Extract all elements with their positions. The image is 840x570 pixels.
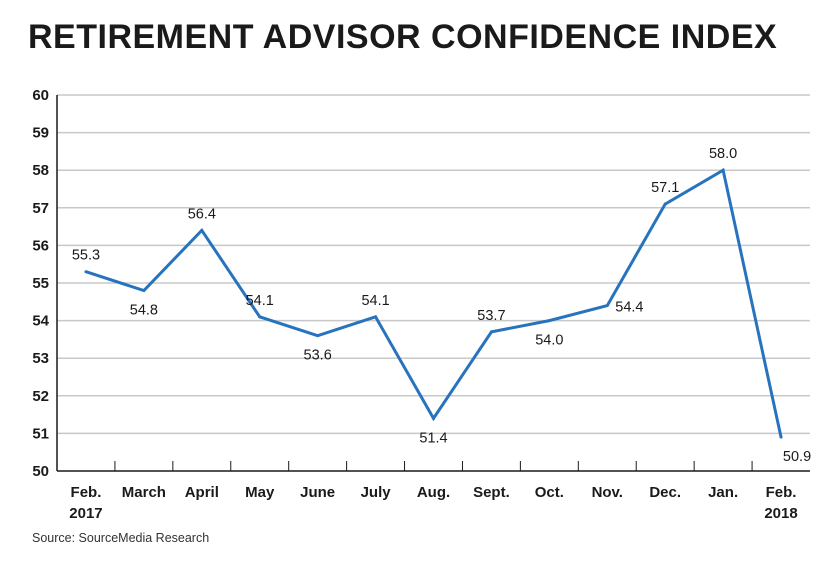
data-label: 53.7	[477, 308, 505, 324]
x-tick-label: July	[361, 484, 392, 501]
x-tick-label: June	[300, 484, 335, 501]
x-tick-label: April	[185, 484, 219, 501]
y-tick-label-53: 53	[32, 350, 49, 367]
data-label: 51.4	[419, 430, 447, 446]
data-label: 53.6	[304, 348, 332, 364]
data-label: 57.1	[651, 180, 679, 196]
x-tick-label: Sept.	[473, 484, 510, 501]
x-tick-label: Aug.	[417, 484, 450, 501]
x-tick-label: Feb.	[766, 484, 797, 501]
data-label: 50.9	[783, 449, 811, 465]
y-tick-label-55: 55	[32, 275, 49, 292]
data-point	[779, 435, 783, 439]
data-label: 54.8	[130, 303, 158, 319]
y-tick-label-56: 56	[32, 237, 49, 254]
data-point	[663, 202, 667, 206]
y-tick-label-54: 54	[32, 313, 49, 330]
y-tick-label-50: 50	[32, 463, 49, 480]
data-point	[605, 304, 609, 308]
y-tick-label-60: 60	[32, 87, 49, 104]
data-label: 54.1	[361, 293, 389, 309]
source-note: Source: SourceMedia Research	[32, 531, 210, 545]
data-point	[316, 334, 320, 338]
data-point	[432, 416, 435, 420]
data-label: 56.4	[188, 206, 216, 222]
y-tick-label-58: 58	[32, 162, 49, 179]
x-tick-label-year: 2018	[764, 505, 797, 522]
y-tick-label-57: 57	[32, 200, 49, 217]
data-label: 54.1	[246, 293, 274, 309]
y-tick-label-59: 59	[32, 125, 49, 142]
data-point	[547, 319, 551, 323]
x-tick-label-year: 2017	[69, 505, 102, 522]
data-point	[142, 289, 146, 293]
y-tick-label-51: 51	[32, 425, 49, 442]
data-label: 58.0	[709, 146, 737, 162]
data-label: 54.0	[535, 333, 563, 349]
x-tick-label: March	[122, 484, 166, 501]
y-tick-label-52: 52	[32, 388, 49, 405]
data-label: 55.3	[72, 248, 100, 264]
x-tick-label: Jan.	[708, 484, 738, 501]
x-tick-label: Dec.	[649, 484, 681, 501]
x-tick-label: May	[245, 484, 275, 501]
data-point	[721, 168, 725, 172]
x-tick-label: Oct.	[535, 484, 564, 501]
data-point	[258, 315, 262, 319]
x-tick-label: Feb.	[71, 484, 102, 501]
chart-title: RETIREMENT ADVISOR CONFIDENCE INDEX	[28, 18, 778, 56]
data-point	[84, 270, 88, 274]
data-point	[489, 330, 493, 334]
data-point	[200, 228, 204, 232]
data-point	[374, 315, 378, 319]
x-tick-label: Nov.	[592, 484, 623, 501]
data-label: 54.4	[615, 300, 643, 316]
